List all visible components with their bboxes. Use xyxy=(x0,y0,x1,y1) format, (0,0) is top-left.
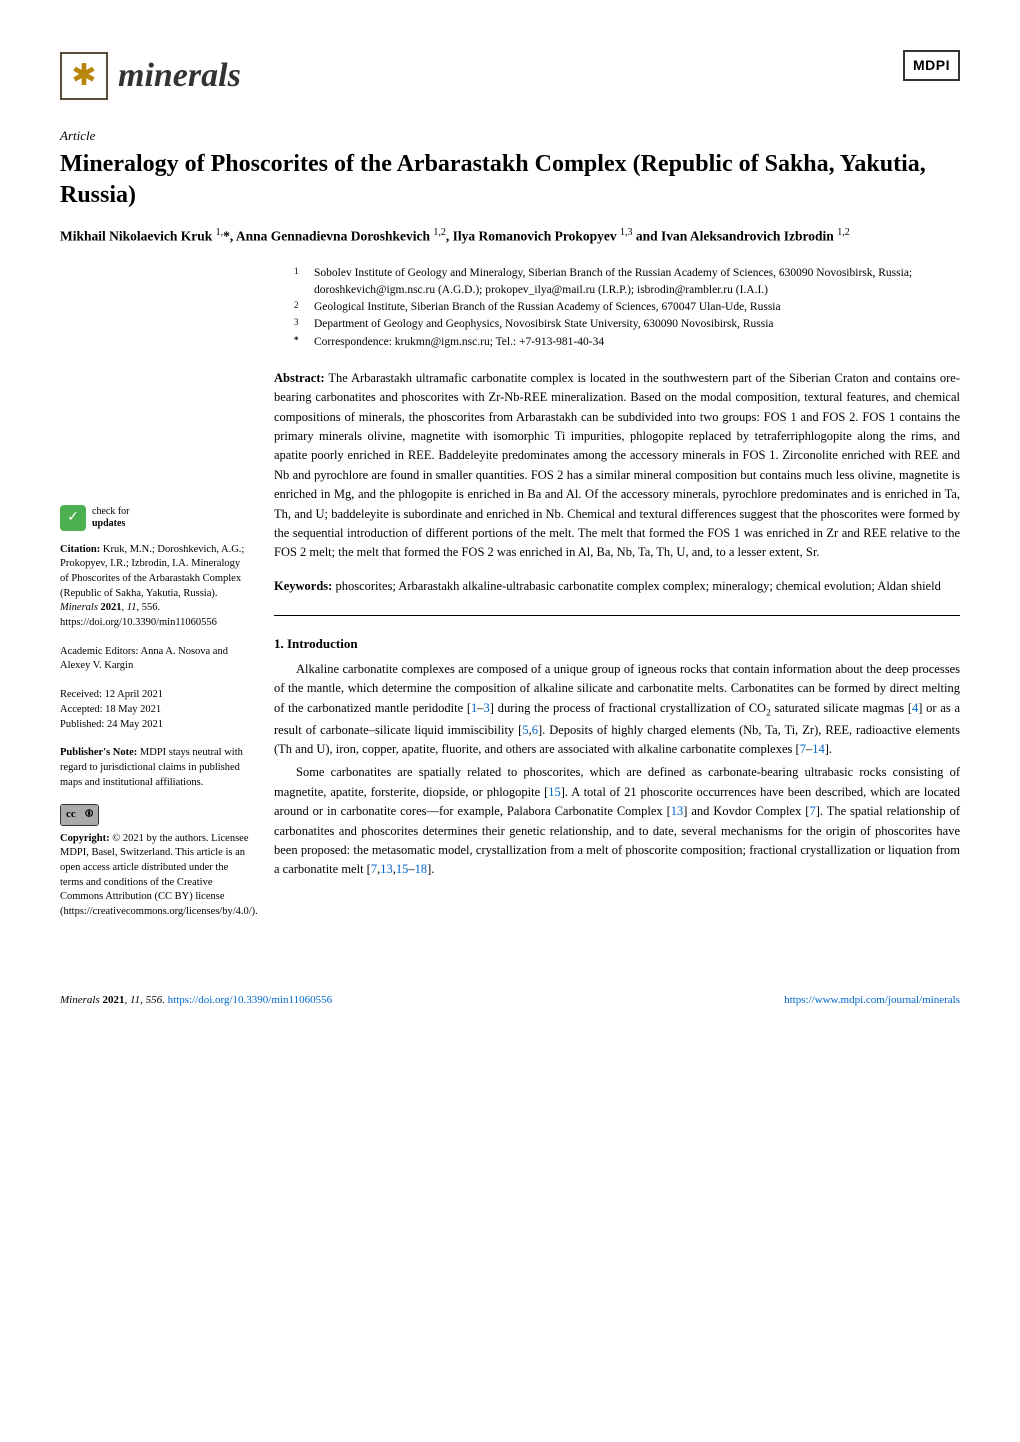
page-footer: Minerals 2021, 11, 556. https://doi.org/… xyxy=(60,984,960,1009)
check-updates-badge[interactable]: ✓ check for updates xyxy=(60,505,250,531)
dates-block: Received: 12 April 2021 Accepted: 18 May… xyxy=(60,688,250,732)
cc-icon: cc xyxy=(61,805,81,824)
sidebar: ✓ check for updates Citation: Kruk, M.N.… xyxy=(60,265,250,934)
abstract-label: Abstract: xyxy=(274,371,325,385)
article-title: Mineralogy of Phoscorites of the Arbaras… xyxy=(60,149,960,211)
ref-link[interactable]: 13 xyxy=(671,804,684,818)
body-paragraph: Some carbonatites are spatially related … xyxy=(274,763,960,879)
published-date: Published: 24 May 2021 xyxy=(60,718,250,733)
minerals-icon: ✱ xyxy=(60,52,108,100)
section-divider xyxy=(274,615,960,616)
check-updates-icon: ✓ xyxy=(60,505,86,531)
ref-link[interactable]: 15 xyxy=(396,862,409,876)
received-date: Received: 12 April 2021 xyxy=(60,688,250,703)
citation-block: Citation: Kruk, M.N.; Doroshkevich, A.G.… xyxy=(60,543,250,631)
affiliation-row: *Correspondence: krukmn@igm.nsc.ru; Tel.… xyxy=(294,334,960,351)
affiliations: 1Sobolev Institute of Geology and Minera… xyxy=(274,265,960,351)
article-type-label: Article xyxy=(60,126,960,146)
abstract: Abstract: The Arbarastakh ultramafic car… xyxy=(274,369,960,563)
keywords-text: phoscorites; Arbarastakh alkaline-ultrab… xyxy=(335,579,940,593)
body-paragraph: Alkaline carbonatite complexes are compo… xyxy=(274,660,960,760)
publisher-logo: MDPI xyxy=(903,50,960,81)
affiliation-row: 1Sobolev Institute of Geology and Minera… xyxy=(294,265,960,300)
cc-by-badge[interactable]: cc 🅯 xyxy=(60,804,99,825)
ref-link[interactable]: 13 xyxy=(380,862,393,876)
ref-link[interactable]: 14 xyxy=(812,742,825,756)
affiliation-row: 2Geological Institute, Siberian Branch o… xyxy=(294,299,960,316)
affiliation-row: 3Department of Geology and Geophysics, N… xyxy=(294,316,960,333)
footer-left: Minerals 2021, 11, 556. https://doi.org/… xyxy=(60,992,332,1009)
check-updates-label: check for updates xyxy=(92,506,129,530)
footer-right: https://www.mdpi.com/journal/minerals xyxy=(784,992,960,1009)
keywords: Keywords: phoscorites; Arbarastakh alkal… xyxy=(274,577,960,596)
footer-doi-link[interactable]: https://doi.org/10.3390/min11060556 xyxy=(168,994,332,1006)
main-content: 1Sobolev Institute of Geology and Minera… xyxy=(274,265,960,934)
by-icon: 🅯 xyxy=(81,805,98,824)
ref-link[interactable]: 18 xyxy=(415,862,428,876)
abstract-text: The Arbarastakh ultramafic carbonatite c… xyxy=(274,371,960,559)
footer-journal-link[interactable]: https://www.mdpi.com/journal/minerals xyxy=(784,994,960,1006)
section-heading: 1. Introduction xyxy=(274,634,960,654)
accepted-date: Accepted: 18 May 2021 xyxy=(60,703,250,718)
ref-link[interactable]: 15 xyxy=(548,785,561,799)
editors-block: Academic Editors: Anna A. Nosova and Ale… xyxy=(60,645,250,674)
journal-logo: ✱ minerals xyxy=(60,50,241,101)
publishers-note: Publisher's Note: MDPI stays neutral wit… xyxy=(60,746,250,790)
journal-name: minerals xyxy=(118,50,241,101)
author-list: Mikhail Nikolaevich Kruk 1,*, Anna Genna… xyxy=(60,225,960,247)
license-block: cc 🅯 Copyright: © 2021 by the authors. L… xyxy=(60,804,250,920)
keywords-label: Keywords: xyxy=(274,579,332,593)
page-header: ✱ minerals MDPI xyxy=(60,50,960,101)
